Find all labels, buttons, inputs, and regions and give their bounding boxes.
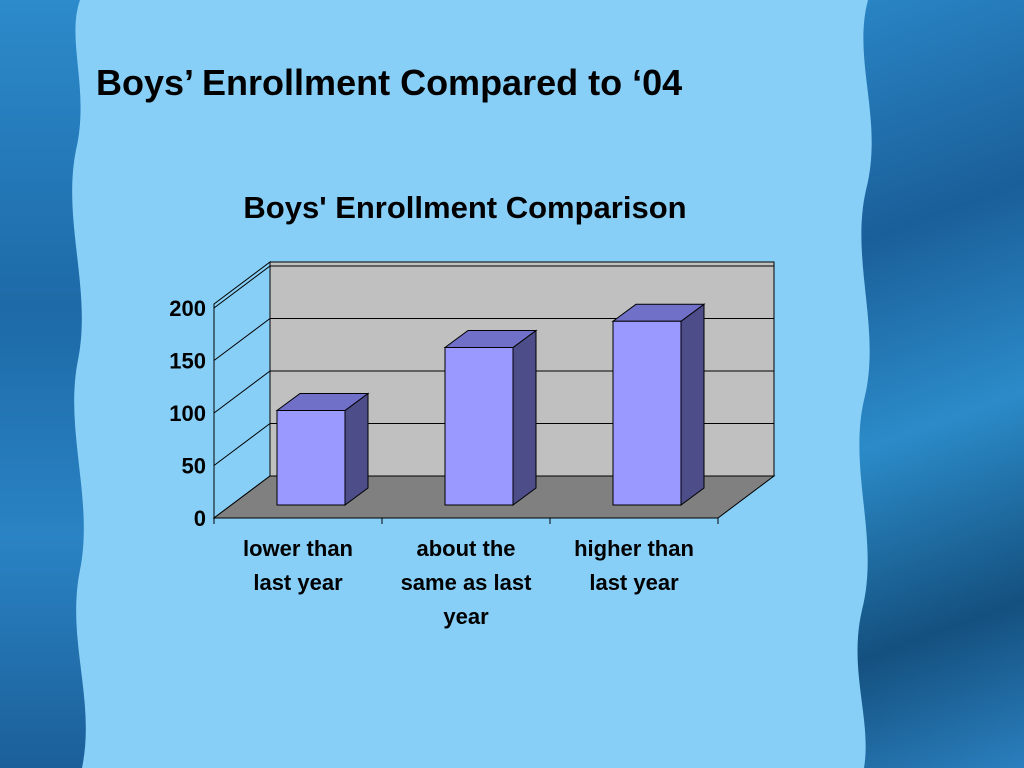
- x-category-label: higher than last year: [574, 536, 694, 595]
- x-category-label: about the same as last year: [401, 536, 533, 629]
- gridline-side: [213, 423, 271, 466]
- y-tick-label: 100: [169, 401, 206, 426]
- gridline-side: [213, 370, 271, 414]
- bar: [443, 329, 538, 506]
- x-category-labels: lower than last year about the same as last…: [243, 536, 694, 629]
- y-tick-label: 0: [194, 506, 206, 531]
- side-wall-plane: [213, 261, 271, 519]
- chart-axes: [213, 517, 719, 524]
- bar: [275, 392, 370, 506]
- y-tick-label: 200: [169, 296, 206, 321]
- y-tick-label: 50: [182, 454, 206, 479]
- chart-bars: [275, 303, 706, 506]
- y-tick-label: 150: [169, 349, 206, 374]
- bar: [611, 303, 706, 506]
- bar-front-face: [612, 320, 682, 506]
- x-category-label: lower than last year: [243, 536, 353, 595]
- gridline-side: [213, 265, 271, 309]
- slide-title: Boys’ Enrollment Compared to ‘04: [96, 62, 683, 103]
- bar-side-face: [344, 392, 369, 506]
- bar-front-face: [444, 347, 514, 506]
- bar-side-face: [680, 303, 705, 506]
- y-tick-labels: 0 50 100 150 200: [169, 296, 206, 531]
- chart-title: Boys' Enrollment Comparison: [243, 190, 687, 225]
- gridline-side: [213, 318, 271, 361]
- bar-front-face: [276, 410, 346, 506]
- bar-side-face: [512, 329, 537, 506]
